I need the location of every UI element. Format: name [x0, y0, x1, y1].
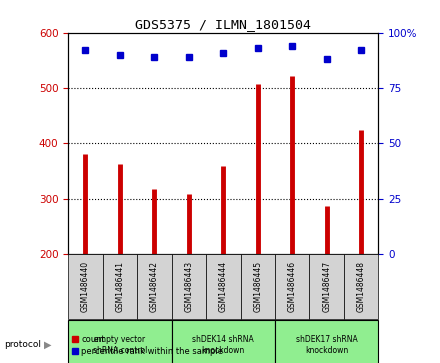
- Text: GSM1486446: GSM1486446: [288, 261, 297, 312]
- Bar: [309, 254, 344, 319]
- Text: shDEK17 shRNA
knockdown: shDEK17 shRNA knockdown: [296, 335, 358, 355]
- Text: GSM1486442: GSM1486442: [150, 261, 159, 312]
- Bar: [172, 254, 206, 319]
- Bar: [241, 254, 275, 319]
- Bar: [103, 254, 137, 319]
- Text: empty vector
shRNA control: empty vector shRNA control: [93, 335, 147, 355]
- Bar: [275, 321, 378, 363]
- Text: GSM1486448: GSM1486448: [357, 261, 366, 312]
- Text: protocol: protocol: [4, 340, 41, 349]
- Bar: [206, 254, 241, 319]
- Text: ▶: ▶: [44, 340, 51, 350]
- Text: GSM1486447: GSM1486447: [322, 261, 331, 312]
- Bar: [172, 321, 275, 363]
- Bar: [68, 321, 172, 363]
- Text: GSM1486440: GSM1486440: [81, 261, 90, 312]
- Text: GSM1486445: GSM1486445: [253, 261, 262, 312]
- Bar: [275, 254, 309, 319]
- Bar: [137, 254, 172, 319]
- Bar: [344, 254, 378, 319]
- Title: GDS5375 / ILMN_1801504: GDS5375 / ILMN_1801504: [136, 19, 312, 32]
- Text: GSM1486444: GSM1486444: [219, 261, 228, 312]
- Text: GSM1486441: GSM1486441: [115, 261, 125, 312]
- Text: shDEK14 shRNA
knockdown: shDEK14 shRNA knockdown: [192, 335, 254, 355]
- Text: GSM1486443: GSM1486443: [184, 261, 193, 312]
- Legend: count, percentile rank within the sample: count, percentile rank within the sample: [68, 332, 227, 359]
- Bar: [68, 254, 103, 319]
